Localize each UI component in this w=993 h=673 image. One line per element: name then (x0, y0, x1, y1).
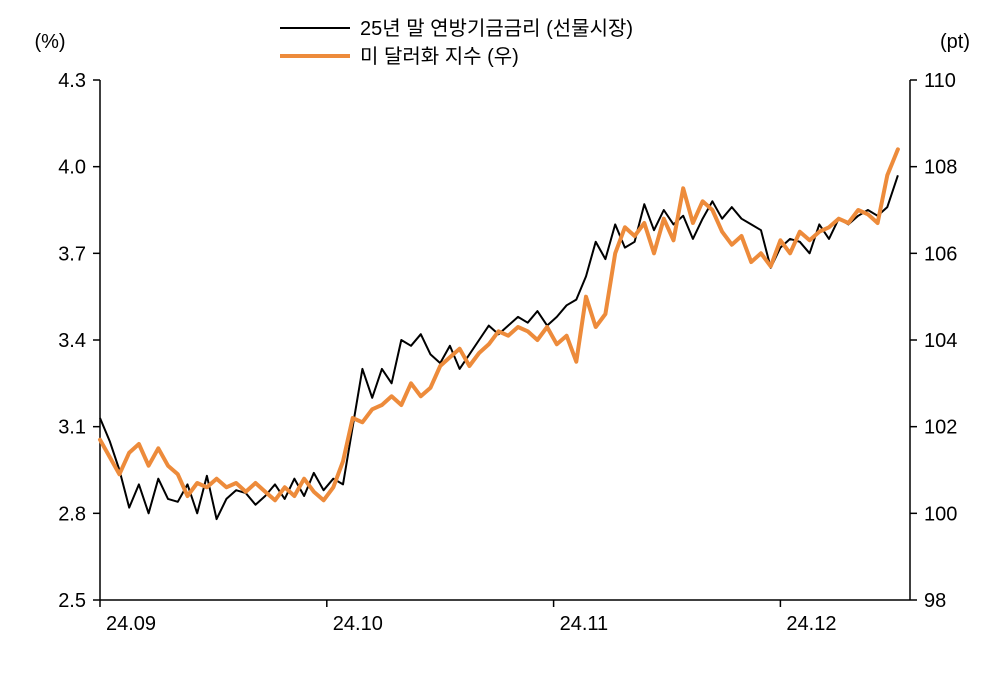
ytick-label-left: 3.7 (58, 243, 86, 265)
ytick-label-left: 3.4 (58, 330, 86, 352)
ytick-label-left: 4.3 (58, 70, 86, 92)
ytick-label-left: 3.1 (58, 417, 86, 439)
ytick-label-right: 104 (924, 330, 957, 352)
ytick-label-right: 100 (924, 503, 957, 525)
series-fed-funds-rate (100, 175, 898, 519)
ytick-label-left: 4.0 (58, 157, 86, 179)
right-unit-label: (pt) (940, 31, 970, 53)
ytick-label-right: 102 (924, 417, 957, 439)
xtick-label: 24.10 (333, 613, 383, 635)
ytick-label-right: 110 (924, 70, 956, 92)
xtick-label: 24.09 (106, 613, 156, 635)
legend-label: 25년 말 연방기금금리 (선물시장) (360, 17, 633, 40)
ytick-label-right: 108 (924, 157, 957, 179)
ytick-label-right: 98 (924, 590, 946, 612)
series-dollar-index (100, 149, 898, 500)
ytick-label-right: 106 (924, 243, 957, 265)
line-chart: 2.5 2.8 3.1 3.4 3.7 4.0 4.3 98 100 102 104 106 108 11… (0, 0, 993, 673)
xtick-label: 24.12 (786, 613, 836, 635)
chart-container: 2.5 2.8 3.1 3.4 3.7 4.0 4.3 98 100 102 104 106 108 11… (0, 0, 993, 673)
ytick-label-left: 2.8 (58, 503, 86, 525)
ytick-label-left: 2.5 (58, 590, 86, 612)
legend-label: 미 달러화 지수 (우) (360, 45, 519, 68)
xtick-label: 24.11 (560, 613, 609, 635)
left-unit-label: (%) (34, 31, 65, 53)
